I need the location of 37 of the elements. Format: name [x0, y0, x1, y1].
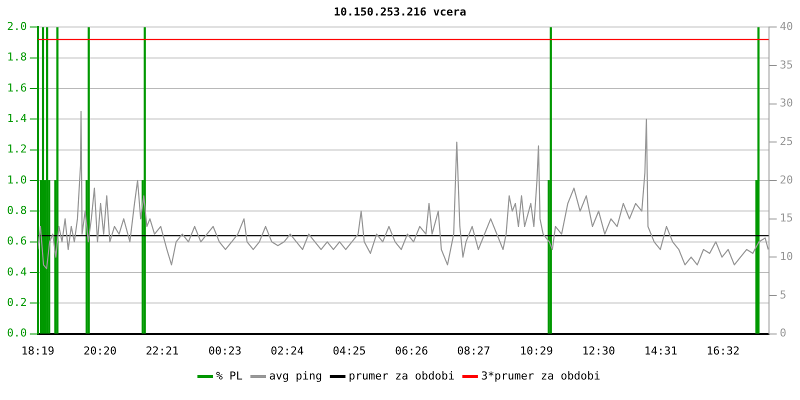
y2-tick-label: 40: [780, 20, 794, 34]
x-tick-label: 12:30: [582, 344, 616, 358]
y2-tick-label: 20: [780, 173, 794, 186]
x-tick-label: 22:21: [146, 344, 179, 358]
x-tick-label: 04:25: [332, 344, 366, 358]
x-tick-label: 10:29: [520, 344, 553, 358]
y-tick-label: 0.4: [6, 265, 28, 278]
y2-tick-label: 15: [780, 212, 794, 225]
y2-tick-label: 10: [780, 250, 794, 264]
y-tick-label: 0.0: [6, 326, 27, 340]
x-tick-label: 16:32: [706, 344, 740, 358]
y-tick-label: 1.2: [6, 142, 27, 156]
x-tick-label: 00:23: [208, 344, 242, 358]
y-tick-label: 0.6: [6, 234, 27, 248]
x-tick-label: 20:20: [83, 344, 117, 358]
x-tick-label: 06:26: [394, 344, 428, 358]
y2-tick-label: 0: [780, 326, 786, 340]
x-tick-label: 02:24: [270, 344, 304, 358]
chart-title: 10.150.253.216 vcera: [334, 5, 466, 18]
legend-label: prumer za obdobi: [348, 369, 455, 382]
y-tick-label: 2.0: [6, 20, 27, 34]
x-tick-label: 14:31: [644, 344, 678, 358]
legend-label: % PL: [216, 369, 244, 382]
y2-tick-label: 35: [780, 58, 794, 72]
y2-tick-label: 25: [780, 135, 794, 148]
y-tick-label: 0.2: [6, 296, 27, 309]
y2-tick-label: 30: [780, 96, 794, 110]
y-tick-label: 1.8: [6, 50, 27, 64]
y2-tick-label: 5: [780, 288, 786, 302]
x-tick-label: 18:19: [21, 344, 54, 358]
y-tick-label: 1.4: [6, 112, 28, 126]
legend-label: avg ping: [269, 369, 322, 382]
y-tick-label: 0.8: [6, 204, 27, 218]
y-tick-label: 1.0: [6, 173, 27, 186]
x-tick-label: 08:27: [457, 344, 490, 358]
y-tick-label: 1.6: [6, 81, 27, 94]
legend-label: 3*prumer za obdobi: [481, 369, 600, 382]
